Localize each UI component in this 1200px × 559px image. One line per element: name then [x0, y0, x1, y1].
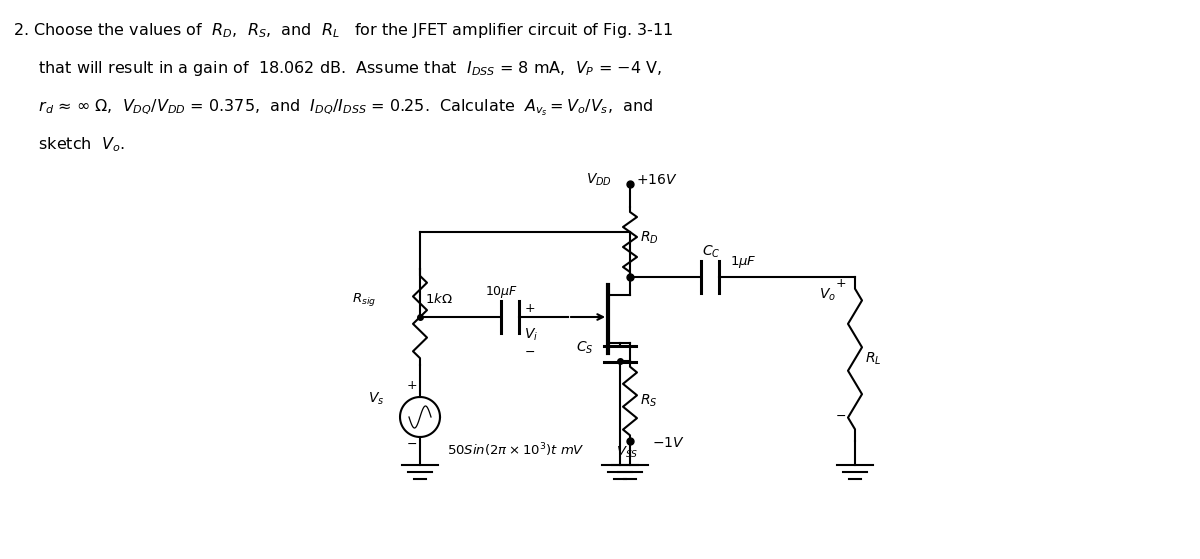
Text: $R_{sig}$: $R_{sig}$	[352, 291, 376, 307]
Text: $V_{SS}$: $V_{SS}$	[616, 445, 638, 460]
Text: $r_d$ ≈ ∞ Ω,  $V_{DQ}/V_{DD}$ = 0.375,  and  $I_{DQ}/I_{DSS}$ = 0.25.  Calculate: $r_d$ ≈ ∞ Ω, $V_{DQ}/V_{DD}$ = 0.375, an…	[13, 97, 653, 117]
Text: $+$: $+$	[524, 302, 535, 315]
Text: $-$: $-$	[406, 437, 418, 450]
Text: $1\mu F$: $1\mu F$	[730, 254, 757, 270]
Text: $C_C$: $C_C$	[702, 244, 720, 260]
Text: 2. Choose the values of  $R_D$,  $R_S$,  and  $R_L$   for the JFET amplifier cir: 2. Choose the values of $R_D$, $R_S$, an…	[13, 21, 673, 40]
Text: $R_S$: $R_S$	[640, 393, 658, 409]
Text: $-$: $-$	[524, 345, 535, 358]
Text: $V_i$: $V_i$	[524, 327, 538, 343]
Text: sketch  $V_o$.: sketch $V_o$.	[13, 135, 125, 154]
Text: $V_s$: $V_s$	[368, 391, 384, 408]
Text: $10\mu F$: $10\mu F$	[485, 284, 518, 300]
Text: $-$: $-$	[835, 409, 846, 422]
Text: that will result in a gain of  18.062 dB.  Assume that  $I_{DSS}$ = 8 mA,  $V_P$: that will result in a gain of 18.062 dB.…	[13, 59, 662, 78]
Text: $50Sin(2\pi\times10^3)t\ mV$: $50Sin(2\pi\times10^3)t\ mV$	[448, 441, 584, 459]
Text: $R_D$: $R_D$	[640, 230, 659, 246]
Text: $V_o$: $V_o$	[820, 287, 836, 303]
Text: $+$: $+$	[835, 277, 846, 290]
Text: $V_{DD}$: $V_{DD}$	[586, 172, 612, 188]
Text: $-1V$: $-1V$	[652, 436, 685, 450]
Text: $+$: $+$	[406, 379, 418, 392]
Text: $+16V$: $+16V$	[636, 173, 678, 187]
Text: $R_L$: $R_L$	[865, 351, 882, 367]
Text: $C_S$: $C_S$	[576, 340, 594, 356]
Text: $1k\Omega$: $1k\Omega$	[425, 292, 452, 306]
